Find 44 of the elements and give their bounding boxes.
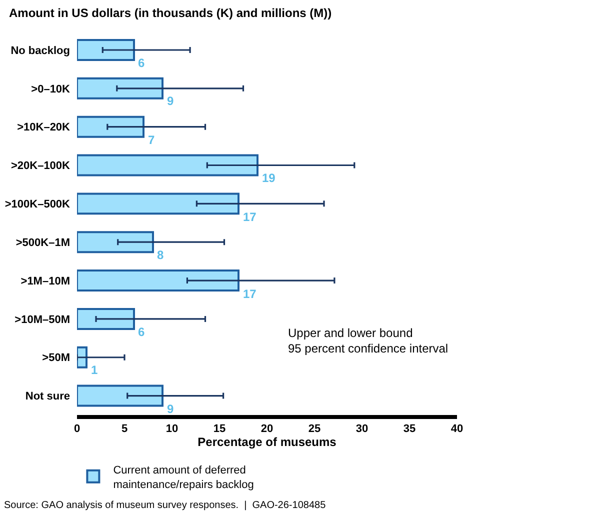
x-tick-label: 25 [308,423,321,436]
legend-label: Current amount of deferred maintenance/repairs backlog [113,464,254,491]
data-label: 7 [148,133,155,147]
x-tick-label: 40 [450,423,464,436]
bar [77,308,135,330]
data-label: 17 [243,210,257,224]
y-tick-label: Not sure [25,390,70,403]
y-tick-label: >50M [42,352,70,364]
data-label: 1 [91,363,98,377]
x-tick-label: 30 [356,423,368,436]
annotation: Upper and lower bound 95 percent confidence interval [288,326,448,356]
bar [77,270,240,292]
y-tick-label: >100K–500K [4,198,70,211]
source-note: Source: GAO analysis of museum survey responses. | GAO-26-108485 [4,500,326,511]
bar [77,346,88,368]
x-tick-label: 35 [403,423,416,436]
y-tick-label: >1M–10M [20,275,70,288]
data-label: 6 [138,56,145,70]
bar [77,77,164,100]
y-axis-title: Amount in US dollars (in thousands (K) and millions (M)) [9,6,332,20]
y-tick-label: >0–10K [31,83,70,96]
data-label: 9 [167,402,174,416]
y-tick-label: >10K–20K [17,122,70,134]
data-label: 8 [157,248,164,262]
data-label: 17 [243,287,257,301]
y-tick-label: >500K–1M [16,236,70,249]
x-tick-label: 15 [213,423,226,436]
x-axis-title: Percentage of museums [198,435,337,450]
bar [77,116,144,138]
bar [77,39,135,61]
y-tick-label: >20K–100K [10,160,70,172]
bar [77,192,240,215]
x-tick-label: 0 [74,423,80,436]
x-tick-label: 10 [166,423,178,436]
data-label: 9 [167,94,174,108]
data-label: 6 [138,325,145,339]
data-label: 19 [262,171,276,185]
x-tick-label: 20 [260,423,274,436]
bar [77,154,258,176]
bar [77,384,164,407]
y-tick-label: >10M–50M [14,314,70,326]
x-tick-label: 5 [121,423,128,436]
y-tick-label: No backlog [10,44,70,57]
bar [77,231,154,254]
